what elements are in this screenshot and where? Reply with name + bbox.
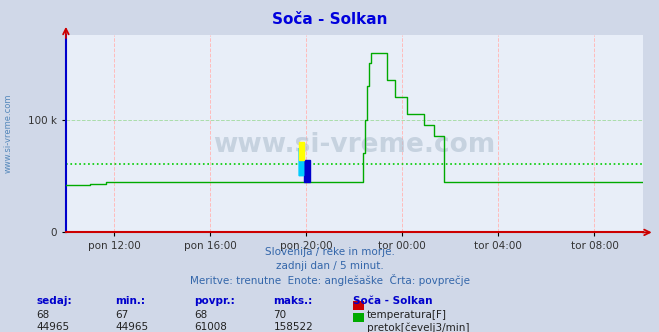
Text: maks.:: maks.:: [273, 296, 313, 306]
Text: Soča - Solkan: Soča - Solkan: [353, 296, 432, 306]
Text: www.si-vreme.com: www.si-vreme.com: [4, 93, 13, 173]
Text: min.:: min.:: [115, 296, 146, 306]
Bar: [299, 142, 304, 160]
Text: 44965: 44965: [115, 322, 148, 332]
Text: pretok[čevelj3/min]: pretok[čevelj3/min]: [367, 322, 470, 332]
Text: Meritve: trenutne  Enote: anglešaške  Črta: povprečje: Meritve: trenutne Enote: anglešaške Črta…: [190, 274, 469, 286]
Text: 68: 68: [194, 310, 208, 320]
Text: sedaj:: sedaj:: [36, 296, 72, 306]
Text: www.si-vreme.com: www.si-vreme.com: [213, 132, 496, 158]
Text: Slovenija / reke in morje.: Slovenija / reke in morje.: [264, 247, 395, 257]
Text: zadnji dan / 5 minut.: zadnji dan / 5 minut.: [275, 261, 384, 271]
Text: 70: 70: [273, 310, 287, 320]
Text: 68: 68: [36, 310, 49, 320]
Text: 44965: 44965: [36, 322, 69, 332]
Text: temperatura[F]: temperatura[F]: [367, 310, 447, 320]
Text: 158522: 158522: [273, 322, 313, 332]
Text: povpr.:: povpr.:: [194, 296, 235, 306]
Text: Soča - Solkan: Soča - Solkan: [272, 12, 387, 27]
Polygon shape: [299, 148, 304, 176]
Text: 61008: 61008: [194, 322, 227, 332]
Bar: [304, 160, 310, 182]
Text: 67: 67: [115, 310, 129, 320]
